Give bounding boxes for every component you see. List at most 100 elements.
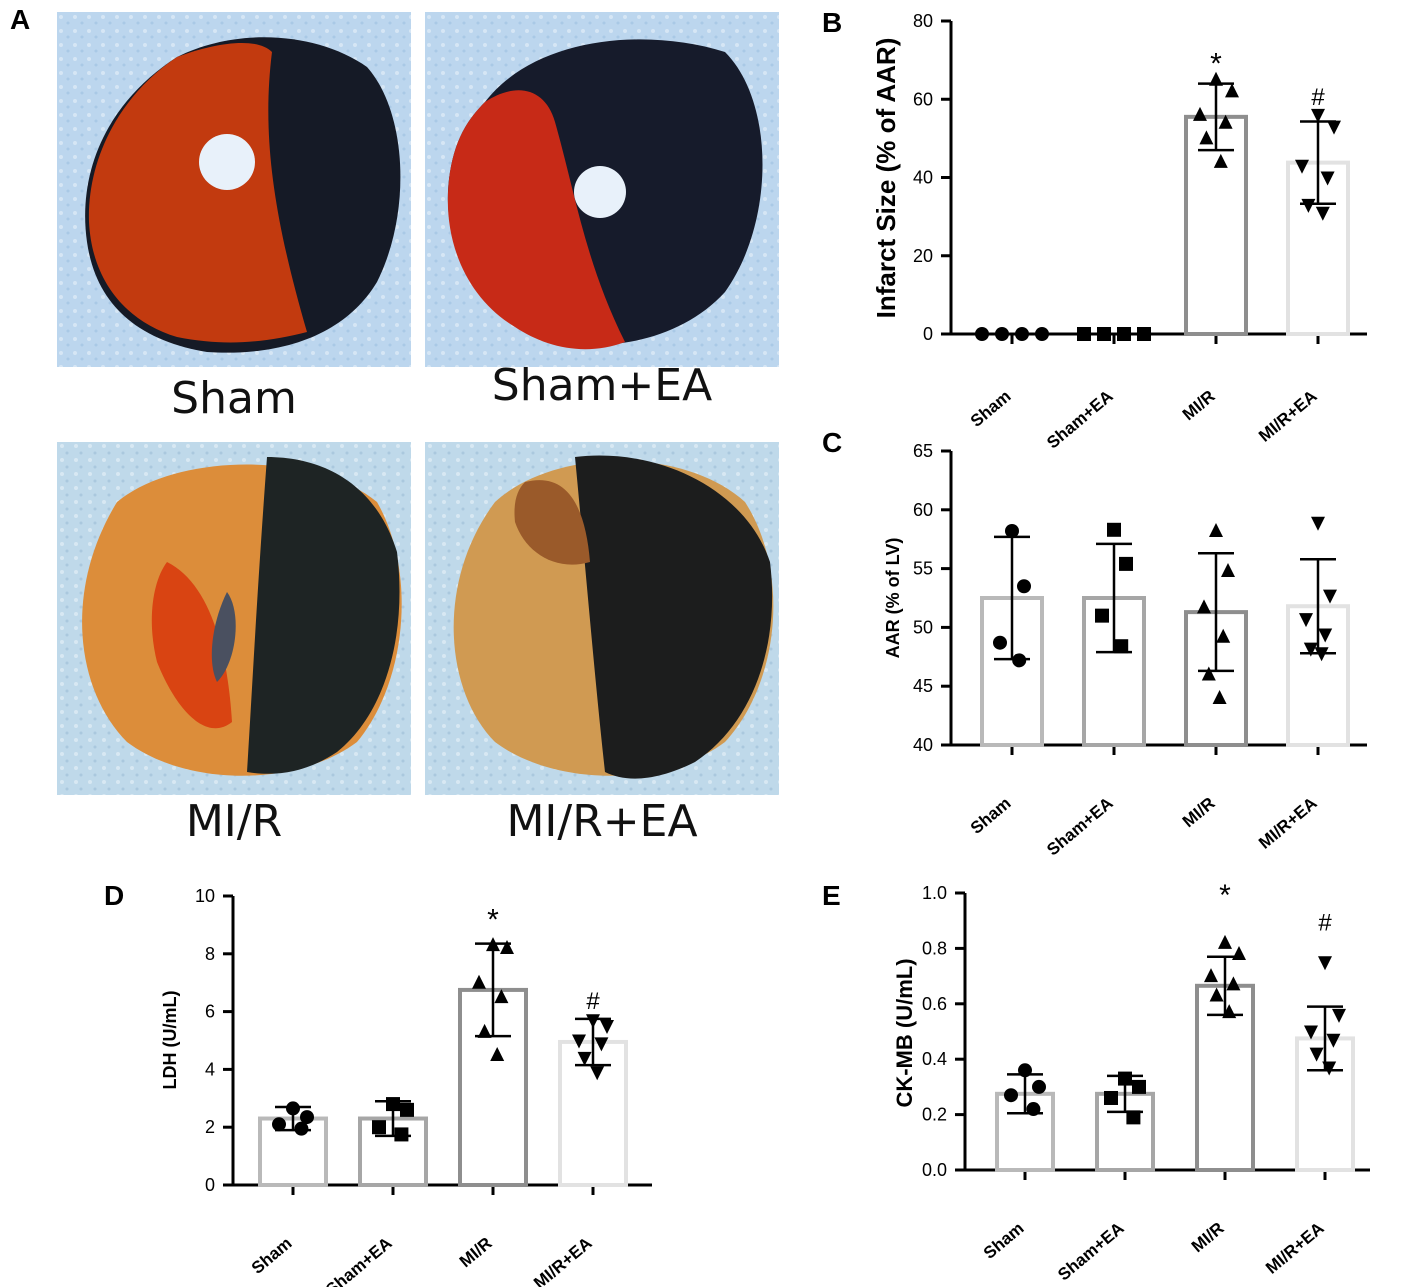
y-tick-label: 2 (205, 1117, 215, 1137)
data-point (1026, 1102, 1041, 1117)
data-point (577, 1051, 592, 1066)
y-tick-label: 60 (913, 89, 933, 109)
heart-slice-photo-sham-ea (425, 12, 779, 367)
y-tick-label: 0.8 (922, 938, 947, 958)
data-point (600, 1020, 614, 1035)
data-point (1311, 108, 1325, 123)
y-tick-label: 6 (205, 1002, 215, 1022)
data-point (1201, 666, 1216, 681)
y-tick-label: 40 (913, 168, 933, 188)
data-point (1322, 1061, 1337, 1076)
data-point (1226, 976, 1241, 991)
data-point (1309, 1047, 1324, 1062)
data-point (1117, 327, 1131, 341)
data-point (1107, 522, 1121, 537)
data-point (1005, 523, 1019, 538)
data-point (1095, 608, 1109, 623)
photo-label-mir-ea: MI/R+EA (506, 796, 698, 847)
data-point (1119, 556, 1133, 571)
data-point (394, 1127, 409, 1142)
y-axis-label: LDH (U/mL) (160, 991, 180, 1090)
y-tick-label: 45 (913, 676, 933, 696)
data-point (1199, 130, 1214, 145)
data-point (1209, 987, 1224, 1002)
data-point (1118, 1071, 1132, 1086)
data-point (494, 989, 509, 1004)
data-point (1204, 968, 1218, 983)
heart-slice-photo-sham (57, 12, 411, 367)
data-point (590, 1066, 605, 1081)
panel-letter-b: B (822, 7, 842, 38)
y-tick-label: 55 (913, 559, 933, 579)
data-point (1218, 114, 1233, 129)
y-tick-label: 8 (205, 944, 215, 964)
data-point (1015, 327, 1029, 341)
y-axis-label: CK-MB (U/mL) (892, 958, 917, 1107)
data-point (1032, 1079, 1046, 1094)
y-tick-label: 50 (913, 617, 933, 637)
heart-slice-photo-mir (57, 442, 411, 795)
y-axis-label: Infarct Size (% of AAR) (871, 38, 901, 319)
y-tick-label: 0.2 (922, 1105, 947, 1125)
data-point (1323, 589, 1337, 604)
data-point (1216, 628, 1231, 643)
data-point (1212, 689, 1227, 704)
data-point (300, 1110, 314, 1125)
data-point (1126, 1110, 1141, 1125)
data-point (1225, 83, 1239, 98)
data-point (1221, 562, 1235, 577)
significance-marker: * (487, 904, 499, 937)
data-point (1222, 1004, 1237, 1019)
data-point (272, 1117, 286, 1132)
y-tick-label: 60 (913, 500, 933, 520)
data-point (1326, 1033, 1341, 1048)
data-point (1304, 1025, 1318, 1040)
data-point (1114, 639, 1129, 654)
significance-marker: * (1219, 879, 1231, 912)
data-point (1332, 1008, 1346, 1023)
data-point (1318, 628, 1333, 643)
data-point (993, 635, 1007, 650)
data-point (1193, 106, 1207, 121)
y-tick-label: 1.0 (922, 883, 947, 903)
data-point (294, 1121, 309, 1136)
data-point (1209, 71, 1223, 86)
panel-letter-e: E (822, 880, 841, 911)
y-tick-label: 0.0 (922, 1160, 947, 1180)
data-point (472, 974, 486, 989)
y-tick-label: 0.6 (922, 994, 947, 1014)
data-point (1299, 613, 1313, 628)
data-point (1320, 171, 1335, 186)
data-point (286, 1101, 300, 1116)
category-label: MI/R+EA (1262, 1219, 1327, 1278)
data-point (1301, 198, 1316, 213)
data-point (386, 1097, 400, 1112)
data-point (1209, 522, 1223, 537)
data-point (594, 1037, 609, 1052)
data-point (586, 1014, 600, 1029)
panel-letter-d: D (104, 880, 124, 911)
data-point (1318, 956, 1332, 971)
data-point (372, 1120, 386, 1135)
data-point (486, 937, 500, 952)
data-point (400, 1102, 414, 1117)
data-point (1097, 327, 1111, 341)
data-point (1004, 1088, 1018, 1103)
y-tick-label: 20 (913, 246, 933, 266)
data-point (1232, 945, 1246, 960)
category-label: Sham (980, 1219, 1028, 1263)
significance-marker: * (1210, 48, 1222, 81)
y-tick-label: 0.4 (922, 1049, 947, 1069)
data-point (1327, 120, 1341, 135)
data-point (1137, 327, 1151, 341)
significance-marker: # (1318, 909, 1332, 936)
data-point (1104, 1090, 1118, 1105)
data-point (1218, 934, 1232, 949)
heart-slice-photo-mir-ea (425, 442, 779, 795)
data-point (1077, 327, 1091, 341)
data-point (1303, 642, 1318, 657)
